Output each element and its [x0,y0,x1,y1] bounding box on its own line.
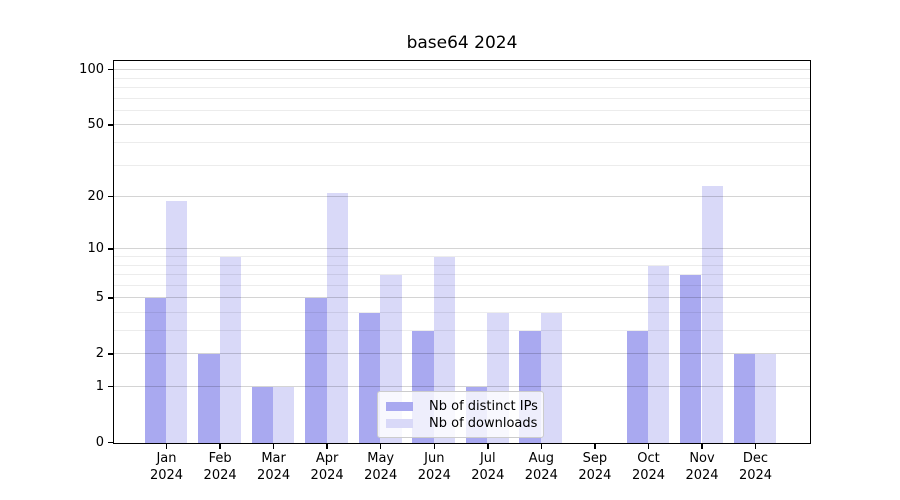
x-tick-label-apr: Apr 2024 [310,451,344,483]
x-tick-label-feb: Feb 2024 [203,451,237,483]
y-tick-label-50: 50 [87,116,104,132]
chart-title: base64 2024 [406,33,518,53]
y-tick-label-20: 20 [87,188,104,204]
plot-area [113,60,811,444]
x-tick-mark-may [379,444,382,449]
x-tick-label-jan: Jan 2024 [149,451,184,483]
x-tick-mark-mar [272,444,275,449]
x-tick-label-aug: Aug 2024 [524,451,558,483]
y-tick-label-2: 2 [95,345,104,361]
x-tick-mark-feb [219,444,221,449]
y-tick-label-1: 1 [95,378,104,394]
y-tick-mark-10 [108,248,113,250]
y-tick-label-0: 0 [95,434,104,450]
x-tick-mark-sep [594,444,596,449]
x-tick-mark-apr [326,444,328,449]
bar-distinct-ips-feb [198,354,220,443]
bar-downloads-aug [540,313,563,443]
bar-distinct-ips-apr [305,298,327,443]
y-tick-mark-20 [108,195,113,198]
y-tick-mark-0 [108,441,113,444]
x-tick-label-mar: Mar 2024 [257,451,291,483]
legend-label-downloads: Nb of downloads [429,415,538,431]
x-tick-mark-oct [647,444,650,449]
y-tick-mark-50 [108,124,113,126]
y-tick-mark-1 [108,385,113,388]
x-tick-label-oct: Oct 2024 [631,451,666,483]
x-tick-label-may: May 2024 [364,451,398,483]
x-tick-mark-jun [433,444,435,449]
y-tick-mark-5 [108,297,113,299]
bar-distinct-ips-may [358,313,381,443]
x-tick-label-jun: Jun 2024 [417,451,451,483]
bar-downloads-jan [166,200,188,443]
legend-row-distinct-ips: Nb of distinct IPs [378,398,543,415]
x-tick-mark-aug [540,444,543,449]
bar-downloads-nov [701,186,723,443]
x-tick-mark-nov [701,444,703,449]
x-tick-label-jul: Jul 2024 [471,451,505,483]
y-tick-label-10: 10 [87,240,104,256]
legend-swatch-downloads [386,419,413,428]
y-tick-label-100: 100 [79,61,104,77]
legend-swatch-distinct-ips [386,402,413,411]
x-tick-label-dec: Dec 2024 [738,451,773,483]
bar-distinct-ips-nov [680,275,702,443]
x-tick-label-sep: Sep 2024 [578,451,612,483]
y-tick-mark-2 [108,353,113,355]
legend-label-distinct-ips: Nb of distinct IPs [429,398,538,414]
bar-distinct-ips-mar [251,387,274,443]
bar-distinct-ips-oct [626,331,648,443]
y-tick-label-5: 5 [95,289,104,305]
x-tick-mark-dec [754,444,757,449]
bar-distinct-ips-jan [144,298,166,443]
bar-downloads-mar [273,387,295,443]
x-tick-label-nov: Nov 2024 [685,451,719,483]
x-tick-mark-jul [487,444,489,449]
x-tick-mark-jan [165,444,168,449]
bar-downloads-apr [326,193,348,443]
legend-row-downloads: Nb of downloads [378,415,543,432]
bar-downloads-oct [648,265,670,443]
bar-downloads-dec [755,354,777,443]
legend: Nb of distinct IPs Nb of downloads [377,391,544,438]
bar-distinct-ips-dec [733,354,755,443]
bar-downloads-feb [219,257,241,443]
bars-layer [114,61,810,443]
y-tick-mark-100 [108,68,113,71]
